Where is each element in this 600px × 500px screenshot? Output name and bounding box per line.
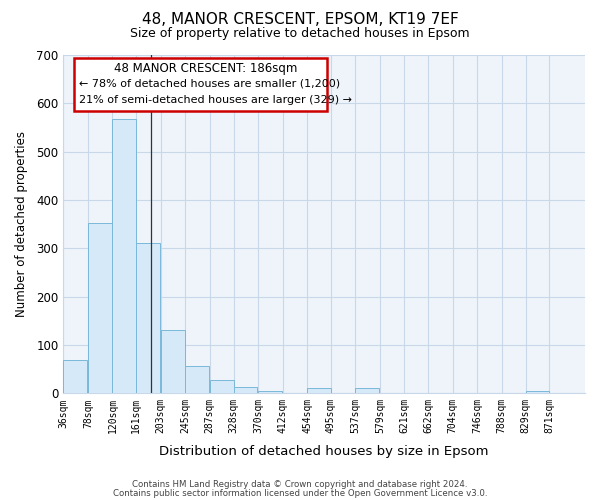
Text: Contains public sector information licensed under the Open Government Licence v3: Contains public sector information licen… <box>113 490 487 498</box>
Text: Size of property relative to detached houses in Epsom: Size of property relative to detached ho… <box>130 28 470 40</box>
Bar <box>258 391 282 394</box>
Text: 21% of semi-detached houses are larger (329) →: 21% of semi-detached houses are larger (… <box>79 95 352 105</box>
X-axis label: Distribution of detached houses by size in Epsom: Distribution of detached houses by size … <box>160 444 489 458</box>
Text: 48 MANOR CRESCENT: 186sqm: 48 MANOR CRESCENT: 186sqm <box>114 62 297 76</box>
Bar <box>233 387 257 394</box>
Bar <box>307 388 331 394</box>
Bar <box>136 243 160 394</box>
Bar <box>161 330 185 394</box>
Bar <box>526 391 550 394</box>
FancyBboxPatch shape <box>74 58 327 111</box>
Bar <box>185 366 209 394</box>
Text: Contains HM Land Registry data © Crown copyright and database right 2024.: Contains HM Land Registry data © Crown c… <box>132 480 468 489</box>
Bar <box>112 119 136 394</box>
Text: ← 78% of detached houses are smaller (1,200): ← 78% of detached houses are smaller (1,… <box>79 78 340 88</box>
Y-axis label: Number of detached properties: Number of detached properties <box>15 131 28 317</box>
Bar <box>210 380 233 394</box>
Bar <box>355 388 379 394</box>
Bar <box>64 360 88 394</box>
Text: 48, MANOR CRESCENT, EPSOM, KT19 7EF: 48, MANOR CRESCENT, EPSOM, KT19 7EF <box>142 12 458 28</box>
Bar <box>88 223 112 394</box>
